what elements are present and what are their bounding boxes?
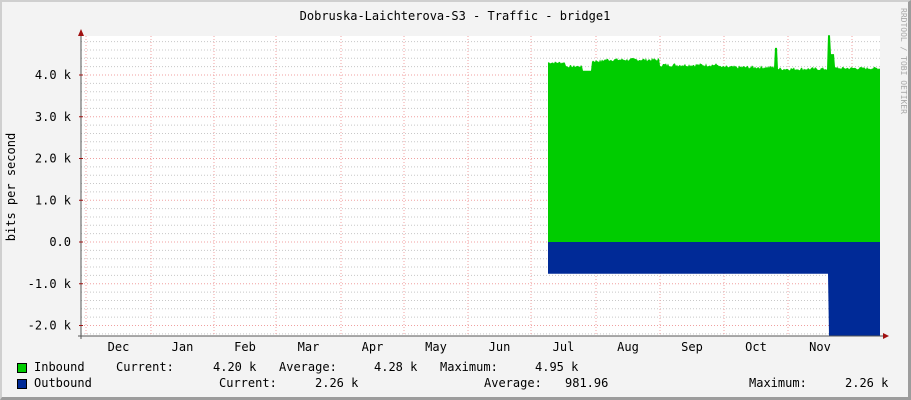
inbound-current-label: Current: <box>116 360 174 374</box>
x-tick-label: Oct <box>745 340 767 354</box>
grid-lines <box>81 36 880 336</box>
x-axis-arrow-icon <box>883 333 889 339</box>
inbound-maximum-value: 4.95 k <box>535 360 579 374</box>
x-tick-label: Jun <box>489 340 511 354</box>
x-tick-label: Mar <box>298 340 320 354</box>
x-tick-labels: Dec Jan Feb Mar Apr May Jun Jul Aug Sep Oct Nov <box>108 340 831 354</box>
outbound-average-value: 981.96 <box>565 376 609 390</box>
x-tick-label: Aug <box>617 340 639 354</box>
x-tick-label: Sep <box>681 340 703 354</box>
outbound-maximum-value: 2.26 k <box>845 376 889 390</box>
x-tick-label: Apr <box>362 340 384 354</box>
inbound-area <box>548 35 880 242</box>
inbound-swatch <box>17 363 27 373</box>
outbound-current-label: Current: <box>219 376 277 390</box>
y-tick-label: -1.0 k <box>28 277 72 291</box>
series-areas <box>548 35 880 336</box>
outbound-average-label: Average: <box>484 376 542 390</box>
watermark: RRDTOOL / TOBI OETIKER <box>899 8 908 114</box>
y-tick-label: 4.0 k <box>35 68 72 82</box>
x-tick-label: Jul <box>553 340 575 354</box>
legend-row-inbound: Inbound Current: 4.20 k Average: 4.28 k … <box>0 360 911 376</box>
inbound-maximum-label: Maximum: <box>440 360 498 374</box>
outbound-current-value: 2.26 k <box>315 376 359 390</box>
inbound-current-value: 4.20 k <box>213 360 257 374</box>
y-tick-label: 3.0 k <box>35 110 72 124</box>
axes <box>78 29 889 339</box>
y-tick-label: 1.0 k <box>35 193 72 207</box>
y-tick-labels: 4.0 k 3.0 k 2.0 k 1.0 k 0.0 -1.0 k -2.0 k <box>28 68 72 333</box>
chart-title: Dobruska-Laichterova-S3 - Traffic - brid… <box>300 9 611 23</box>
inbound-average-value: 4.28 k <box>374 360 418 374</box>
y-tick-label: 0.0 <box>49 235 71 249</box>
y-axis-arrow-icon <box>78 29 84 36</box>
x-tick-label: Feb <box>234 340 256 354</box>
inbound-average-label: Average: <box>279 360 337 374</box>
x-tick-label: Dec <box>108 340 130 354</box>
y-tick-label: 2.0 k <box>35 152 72 166</box>
legend-row-outbound: Outbound Current: 2.26 k Average: 981.96… <box>0 376 911 392</box>
outbound-swatch <box>17 379 27 389</box>
outbound-area <box>548 242 880 336</box>
x-tick-label: Nov <box>809 340 831 354</box>
x-tick-label: May <box>425 340 447 354</box>
x-tick-label: Jan <box>172 340 194 354</box>
inbound-label: Inbound <box>34 360 85 374</box>
outbound-label: Outbound <box>34 376 92 390</box>
y-axis-label: bits per second <box>4 133 18 241</box>
outbound-maximum-label: Maximum: <box>749 376 807 390</box>
y-tick-label: -2.0 k <box>28 319 72 333</box>
